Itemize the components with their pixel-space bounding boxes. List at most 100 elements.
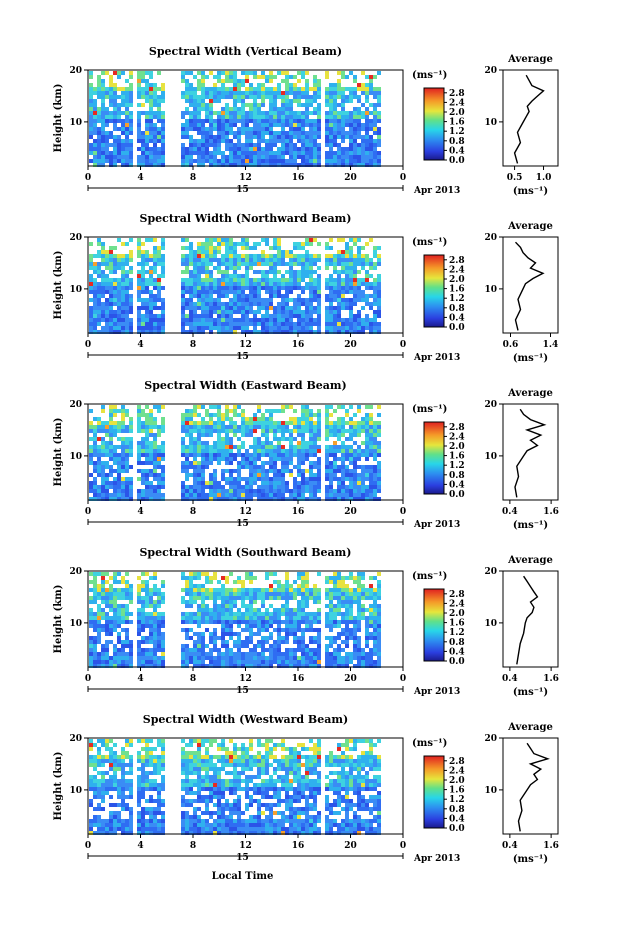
heatmap-cell xyxy=(201,477,205,481)
heatmap-cell xyxy=(301,485,305,489)
heatmap-cell xyxy=(125,481,129,485)
heatmap-cell xyxy=(345,485,349,489)
heatmap-cell xyxy=(197,242,201,246)
heatmap-cell xyxy=(373,449,377,453)
heatmap-cell xyxy=(141,266,145,270)
heatmap-cell xyxy=(369,322,373,326)
heatmap-cell xyxy=(245,246,249,250)
heatmap-cell xyxy=(213,620,217,624)
heatmap-cell xyxy=(161,652,165,656)
heatmap-cell xyxy=(333,469,337,473)
heatmap-cell xyxy=(325,99,329,103)
heatmap-cell xyxy=(113,111,117,115)
heatmap-cell xyxy=(113,580,117,584)
heatmap-cell xyxy=(257,143,261,147)
avg-profile-line xyxy=(513,74,545,164)
heatmap-cell xyxy=(221,493,225,497)
heatmap-cell xyxy=(129,481,133,485)
heatmap-cell xyxy=(201,294,205,298)
heatmap-cell xyxy=(289,473,293,477)
heatmap-cell xyxy=(333,143,337,147)
heatmap-cell xyxy=(233,79,237,83)
heatmap-cell xyxy=(313,258,317,262)
heatmap-cell xyxy=(89,290,93,294)
heatmap-cell xyxy=(205,576,209,580)
heatmap-cell xyxy=(205,107,209,111)
heatmap-cell xyxy=(145,600,149,604)
heatmap-cell xyxy=(221,632,225,636)
heatmap-cell xyxy=(297,465,301,469)
heatmap-cell xyxy=(317,115,321,119)
heatmap-cell xyxy=(273,433,277,437)
heatmap-cell xyxy=(125,441,129,445)
heatmap-cell xyxy=(317,302,321,306)
heatmap-cell xyxy=(201,465,205,469)
heatmap-cell xyxy=(105,159,109,163)
heatmap-cell xyxy=(329,135,333,139)
heatmap-cell xyxy=(121,628,125,632)
heatmap-cell xyxy=(257,278,261,282)
heatmap-cell xyxy=(105,592,109,596)
heatmap-cell xyxy=(121,425,125,429)
heatmap-cell xyxy=(249,648,253,652)
heatmap-cell xyxy=(89,143,93,147)
heatmap-cell xyxy=(225,250,229,254)
heatmap-cell xyxy=(97,608,101,612)
heatmap-cell xyxy=(197,640,201,644)
heatmap-cell xyxy=(93,572,97,576)
heatmap-cell xyxy=(233,481,237,485)
heatmap-cell xyxy=(109,254,113,258)
heatmap-cell xyxy=(289,664,293,668)
heatmap-cell xyxy=(125,242,129,246)
heatmap-cell xyxy=(185,457,189,461)
heatmap-cell xyxy=(337,310,341,314)
heatmap-cell xyxy=(97,262,101,266)
heatmap-cell xyxy=(257,103,261,107)
heatmap-cell xyxy=(157,159,161,163)
heatmap-cell xyxy=(189,441,193,445)
heatmap-cell xyxy=(205,298,209,302)
heatmap-cell xyxy=(125,326,129,330)
heatmap-cell xyxy=(261,330,265,334)
heatmap-cell xyxy=(253,493,257,497)
heatmap-cell xyxy=(373,477,377,481)
heatmap-cell xyxy=(273,135,277,139)
heatmap-cell xyxy=(181,246,185,250)
heatmap-cell xyxy=(97,282,101,286)
heatmap-cell xyxy=(257,409,261,413)
heatmap-cell xyxy=(293,99,297,103)
heatmap-cell xyxy=(157,644,161,648)
heatmap-cell xyxy=(205,310,209,314)
heatmap-cell xyxy=(121,449,125,453)
heatmap-cell xyxy=(281,465,285,469)
heatmap-cell xyxy=(329,131,333,135)
heatmap-cell xyxy=(309,433,313,437)
heatmap-cell xyxy=(297,87,301,91)
heatmap-cell xyxy=(97,445,101,449)
heatmap-cell xyxy=(93,115,97,119)
heatmap-cell xyxy=(189,656,193,660)
heatmap-cell xyxy=(257,306,261,310)
panel-4: Spectral Width (Southward Beam)1020Heigh… xyxy=(53,546,559,698)
heatmap-cell xyxy=(149,298,153,302)
heatmap-cell xyxy=(145,664,149,668)
heatmap-cell xyxy=(249,608,253,612)
heatmap-cell xyxy=(153,294,157,298)
heatmap-cell xyxy=(213,616,217,620)
heatmap-cell xyxy=(309,441,313,445)
heatmap-cell xyxy=(341,91,345,95)
heatmap-cell xyxy=(197,286,201,290)
heatmap-cell xyxy=(293,131,297,135)
heatmap-cell xyxy=(189,163,193,167)
heatmap-cell xyxy=(221,429,225,433)
heatmap-cell xyxy=(269,461,273,465)
heatmap-cell xyxy=(353,413,357,417)
heatmap-cell xyxy=(341,282,345,286)
heatmap-cell xyxy=(117,497,121,501)
heatmap-cell xyxy=(317,330,321,334)
heatmap-cell xyxy=(225,433,229,437)
heatmap-cell xyxy=(205,290,209,294)
heatmap-cell xyxy=(205,266,209,270)
heatmap-cell xyxy=(149,441,153,445)
heatmap-cell xyxy=(129,83,133,87)
